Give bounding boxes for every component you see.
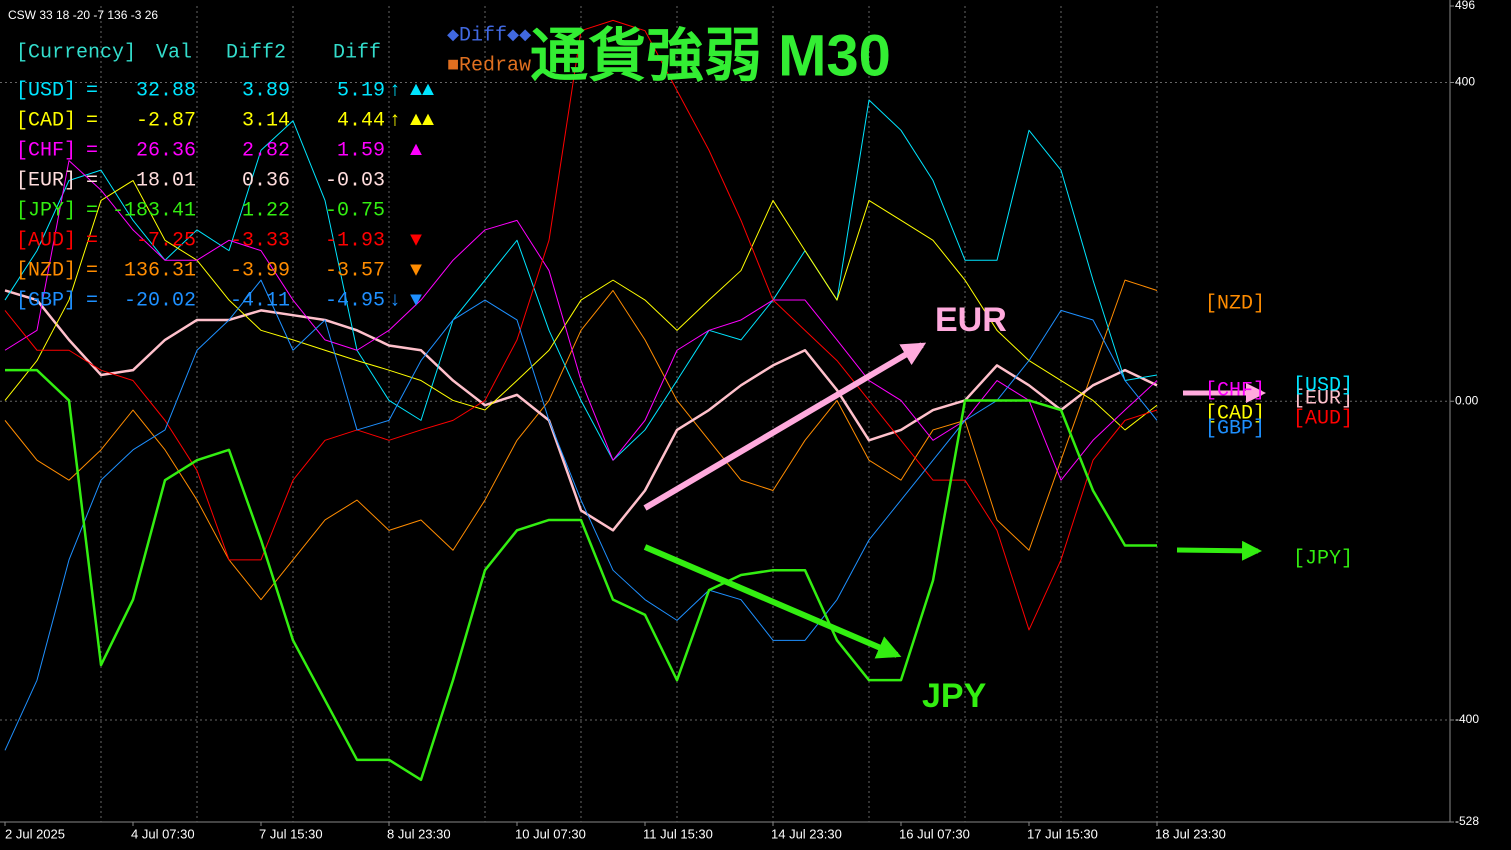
currency-name: [JPY] xyxy=(16,199,76,222)
val: 32.88 xyxy=(136,79,196,102)
jpy-end-arrow xyxy=(1176,540,1262,561)
annotation: EUR xyxy=(935,301,1007,339)
equals: = xyxy=(86,229,98,252)
panel-column: Diff2 xyxy=(226,41,286,64)
currency-name: [GBP] xyxy=(16,289,76,312)
x-tick-label: 2 Jul 2025 xyxy=(5,826,65,841)
x-tick-label: 7 Jul 15:30 xyxy=(259,826,323,841)
x-tick-label: 16 Jul 07:30 xyxy=(899,826,970,841)
series-line xyxy=(4,99,1158,461)
diff2: -4.11 xyxy=(230,289,290,312)
signal: ▼ xyxy=(410,229,422,252)
diff: 4.44 xyxy=(337,109,385,132)
indicator-header: CSW 33 18 -20 -7 136 -3 26 xyxy=(8,8,158,22)
y-tick-label: -528 xyxy=(1455,814,1479,828)
equals: = xyxy=(86,109,98,132)
diff: -1.93 xyxy=(325,229,385,252)
series-end-label: [EUR] xyxy=(1293,387,1353,410)
x-tick-label: 11 Jul 15:30 xyxy=(643,826,713,841)
val: 26.36 xyxy=(136,139,196,162)
signal: ▼ xyxy=(410,289,422,312)
diff2: -3.33 xyxy=(230,229,290,252)
diff: -0.03 xyxy=(325,169,385,192)
panel-column: Val xyxy=(156,41,192,64)
diff: -0.75 xyxy=(325,199,385,222)
diff: 5.19 xyxy=(337,79,385,102)
diff2: -3.99 xyxy=(230,259,290,282)
series-end-label: [CHF] xyxy=(1205,379,1265,402)
diff2: 3.14 xyxy=(242,109,290,132)
series-end-label: [NZD] xyxy=(1205,292,1265,315)
trend-arrow: ↑ xyxy=(389,79,401,102)
diff: -3.57 xyxy=(325,259,385,282)
series-line xyxy=(4,19,1158,631)
redraw-button[interactable]: ■Redraw xyxy=(447,54,531,77)
series-line xyxy=(4,279,1158,751)
series-end-label: [USD] xyxy=(1293,374,1353,397)
annotation: JPY xyxy=(922,677,987,715)
diff2: 3.89 xyxy=(242,79,290,102)
equals: = xyxy=(86,259,98,282)
equals: = xyxy=(86,289,98,312)
x-tick-label: 17 Jul 15:30 xyxy=(1027,826,1098,841)
signal: ▲ xyxy=(410,139,422,162)
x-tick-label: 18 Jul 23:30 xyxy=(1155,826,1226,841)
y-tick-label: -400 xyxy=(1455,712,1479,726)
diff2: 2.82 xyxy=(242,139,290,162)
jpy-arrow xyxy=(643,544,902,659)
panel-column: Diff xyxy=(333,41,381,64)
equals: = xyxy=(86,199,98,222)
diff: -4.95 xyxy=(325,289,385,312)
y-tick-label: 496 xyxy=(1455,0,1475,12)
currency-name: [CHF] xyxy=(16,139,76,162)
val: 136.31 xyxy=(124,259,196,282)
equals: = xyxy=(86,169,98,192)
trend-arrow: ↑ xyxy=(389,109,401,132)
y-tick-label: 400 xyxy=(1455,75,1475,89)
diff: 1.59 xyxy=(337,139,385,162)
currency-name: [USD] xyxy=(16,79,76,102)
panel-column: [Currency] xyxy=(16,41,136,64)
series-line xyxy=(5,368,1157,782)
x-tick-label: 8 Jul 23:30 xyxy=(387,826,451,841)
x-tick-label: 10 Jul 07:30 xyxy=(515,826,586,841)
signal: ▲▲ xyxy=(410,109,434,132)
chart-title: 通貨強弱 M30 xyxy=(530,23,891,88)
currency-name: [EUR] xyxy=(16,169,76,192)
val: -2.87 xyxy=(136,109,196,132)
currency-name: [AUD] xyxy=(16,229,76,252)
diff2: 0.36 xyxy=(242,169,290,192)
eur-arrow xyxy=(643,342,927,511)
signal: ▼ xyxy=(410,259,422,282)
diff-button[interactable]: ◆Diff◆◆ xyxy=(447,24,531,47)
x-tick-label: 4 Jul 07:30 xyxy=(131,826,195,841)
series-end-label: [AUD] xyxy=(1293,407,1353,430)
signal: ▲▲ xyxy=(410,79,434,102)
val: 18.01 xyxy=(136,169,196,192)
series-end-label: [CAD] xyxy=(1205,402,1265,425)
series-end-label: [GBP] xyxy=(1205,417,1265,440)
equals: = xyxy=(86,79,98,102)
trend-arrow: ↓ xyxy=(389,289,401,312)
diff2: 1.22 xyxy=(242,199,290,222)
series-end-label: [JPY] xyxy=(1293,547,1353,570)
val: -7.25 xyxy=(136,229,196,252)
val: -20.02 xyxy=(124,289,196,312)
currency-name: [CAD] xyxy=(16,109,76,132)
x-tick-label: 14 Jul 23:30 xyxy=(771,826,842,841)
currency-name: [NZD] xyxy=(16,259,76,282)
y-tick-label: 0.00 xyxy=(1455,393,1479,407)
val: -183.41 xyxy=(112,199,196,222)
equals: = xyxy=(86,139,98,162)
